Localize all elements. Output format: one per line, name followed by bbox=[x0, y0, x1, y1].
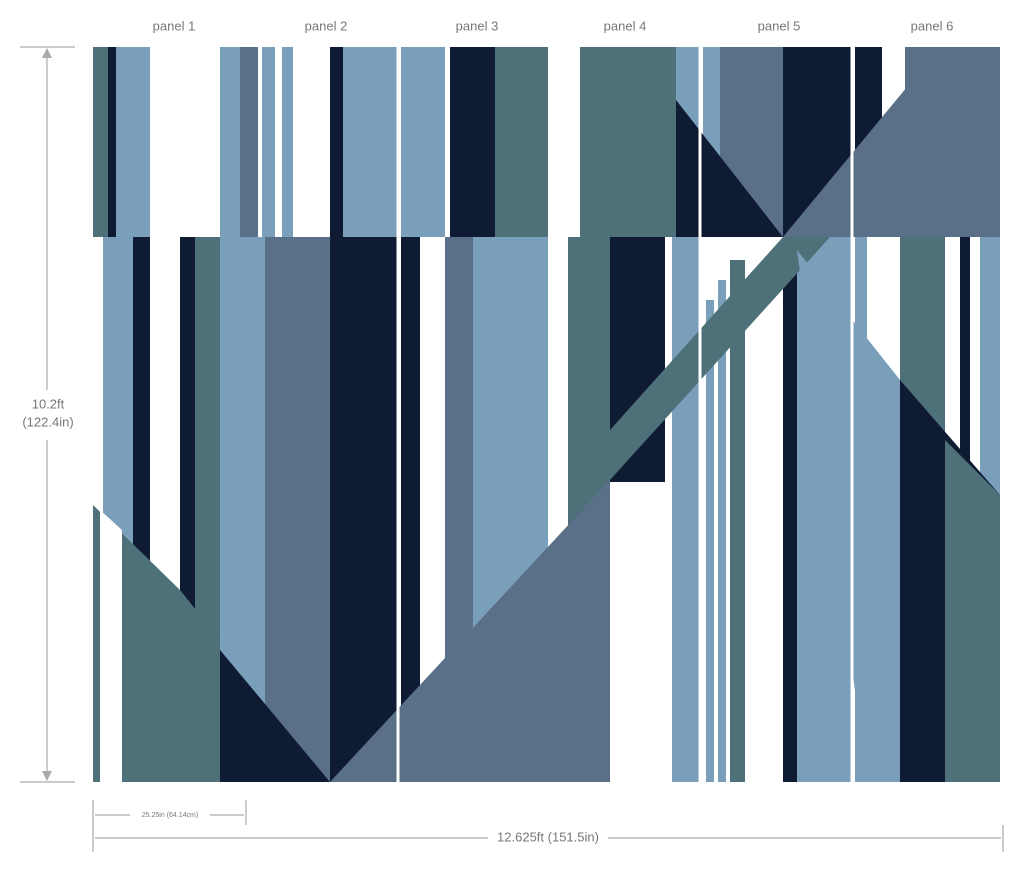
panel-label: panel 5 bbox=[758, 18, 801, 33]
panel-label: panel 3 bbox=[456, 18, 499, 33]
panel-label: panel 1 bbox=[153, 18, 196, 33]
panel-label: panel 2 bbox=[305, 18, 348, 33]
panel-labels: panel 1 panel 2 panel 3 panel 4 panel 5 … bbox=[153, 18, 954, 33]
height-inches: (122.4in) bbox=[22, 414, 73, 429]
panel-width: 25.25in (64.14cm) bbox=[142, 812, 198, 819]
width-dimensions: 25.25in (64.14cm) 12.625ft (151.5in) bbox=[92, 800, 1004, 852]
height-feet: 10.2ft bbox=[32, 396, 65, 411]
mural bbox=[93, 47, 1000, 782]
panel-label: panel 4 bbox=[604, 18, 647, 33]
panel-label: panel 6 bbox=[911, 18, 954, 33]
height-dimension: 10.2ft (122.4in) bbox=[20, 46, 75, 783]
total-width: 12.625ft (151.5in) bbox=[497, 829, 599, 844]
